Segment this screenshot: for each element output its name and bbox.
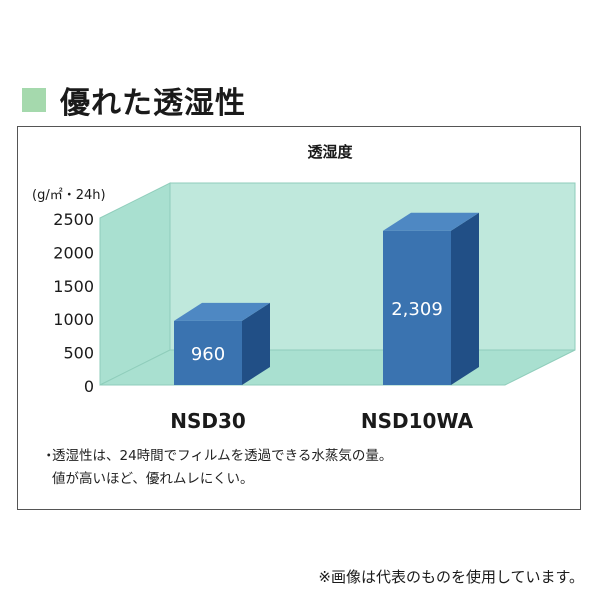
y-tick-label: 0 — [84, 377, 94, 396]
note-bullet: ・ — [42, 448, 56, 464]
heading-title: 優れた透湿性 — [60, 86, 246, 121]
bar-side — [451, 212, 479, 385]
footer-disclaimer: ※画像は代表のものを使用しています。 — [318, 568, 584, 586]
chart-note: ・ 透湿性は、24時間でフィルムを透過できる水蒸気の量。 値が高いほど、優れムレ… — [42, 445, 393, 491]
bar-data-label: 2,309 — [391, 299, 443, 320]
x-category-label: NSD30 — [170, 409, 246, 433]
heading-accent-square — [22, 88, 46, 112]
bar-top — [174, 302, 270, 321]
y-tick-label: 1500 — [53, 277, 94, 296]
note-line-1: 透湿性は、24時間でフィルムを透過できる水蒸気の量。 — [52, 448, 393, 464]
bar — [383, 230, 451, 385]
bar — [174, 320, 242, 385]
y-axis-unit-label: (g/㎡・24h) — [32, 188, 106, 203]
chart-panel — [17, 126, 581, 510]
note-line-2: 値が高いほど、優れムレにくい。 — [52, 471, 254, 487]
bar-side — [242, 302, 270, 385]
y-tick-label: 1000 — [53, 310, 94, 329]
y-tick-label: 500 — [63, 344, 94, 363]
y-tick-label: 2000 — [53, 243, 94, 262]
section-heading: 優れた透湿性 — [22, 80, 246, 121]
chart-title: 透湿度 — [307, 143, 353, 161]
bar-data-label: 960 — [191, 344, 225, 365]
x-category-label: NSD10WA — [361, 409, 474, 433]
y-tick-label: 2500 — [53, 210, 94, 229]
bar-top — [383, 212, 479, 231]
